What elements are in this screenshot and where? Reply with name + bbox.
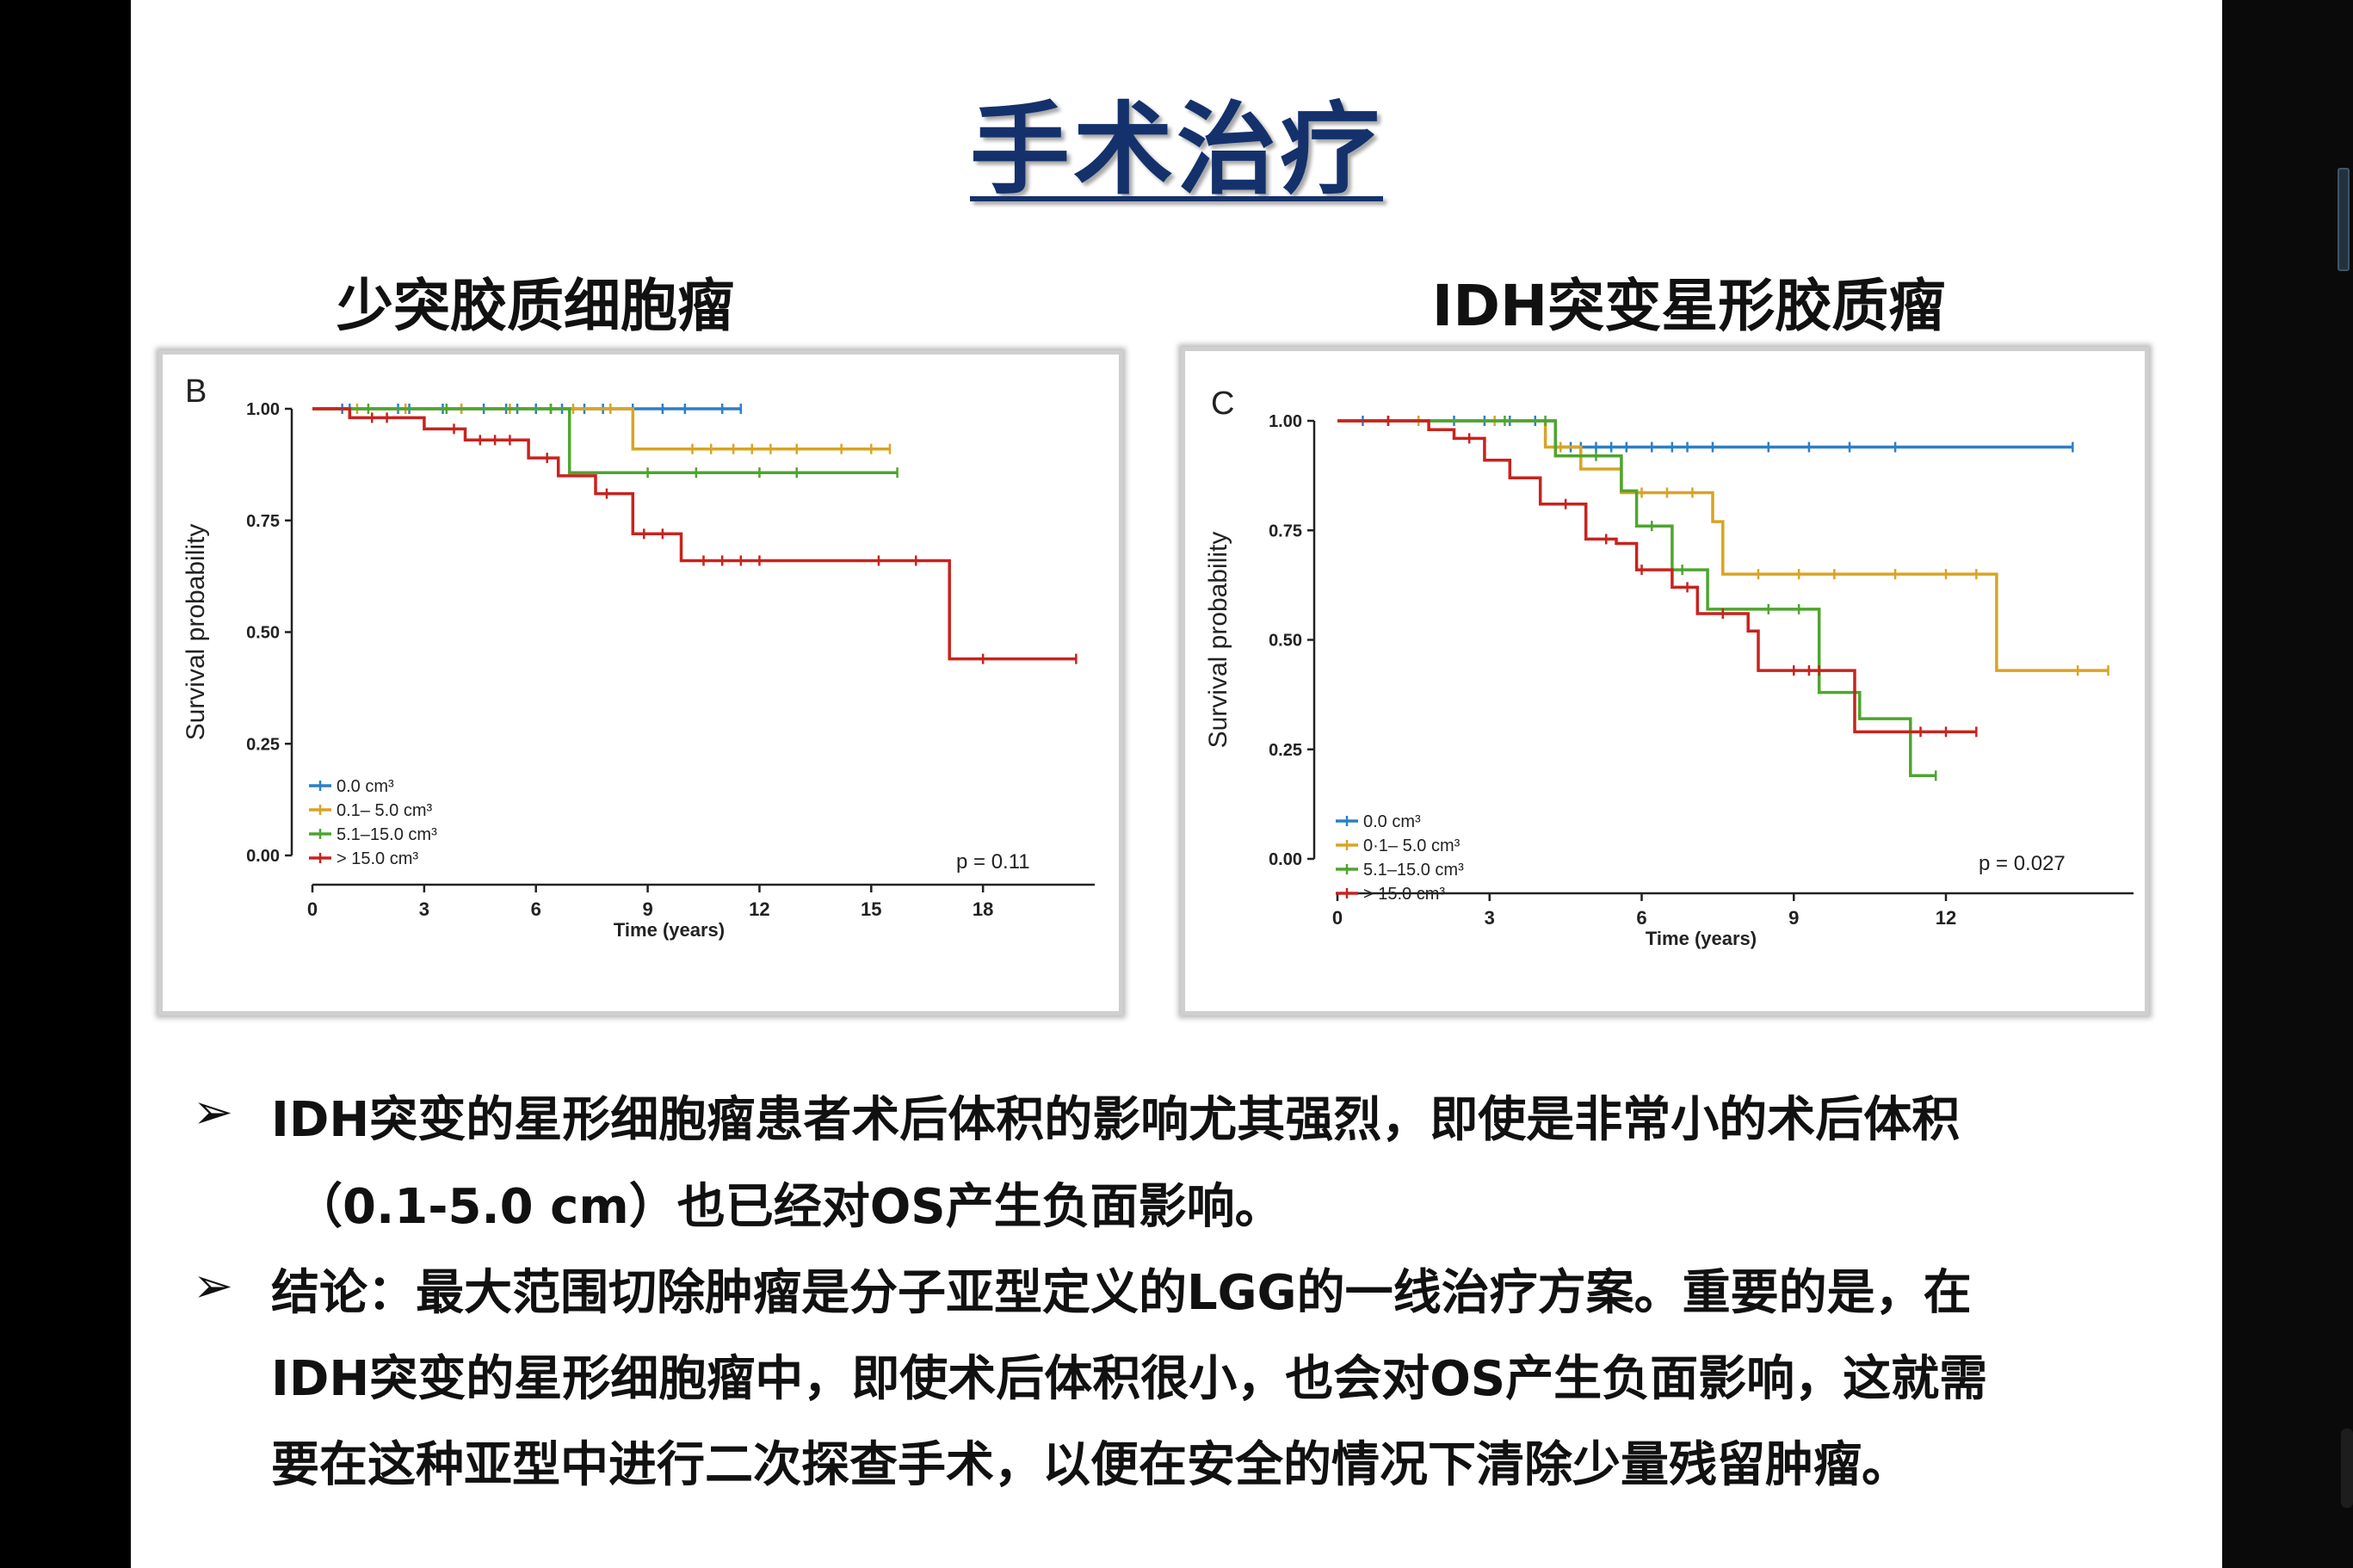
series-3 (1337, 416, 1978, 738)
x-tick-label: 18 (973, 898, 993, 920)
bullet-1-line-2: （0.1-5.0 cm）也已经对OS产生负面影响。 (294, 1179, 1283, 1235)
panel-label: C (1211, 386, 1234, 422)
x-tick-label: 6 (1636, 907, 1646, 929)
y-tick-label: 0.75 (1269, 522, 1302, 540)
right-chart-subtitle: IDH突变星形胶质瘤 (1431, 273, 1946, 339)
series-2 (312, 404, 899, 478)
y-tick-label: 0.00 (1269, 850, 1302, 869)
y-tick-label: 0.00 (246, 847, 280, 866)
scroll-indicator[interactable] (2338, 168, 2350, 271)
legend-label: > 15.0 cm³ (1363, 885, 1445, 904)
scroll-handle[interactable] (2341, 1429, 2353, 1508)
bullet-1-line-1: IDH突变的星形细胞瘤患者术后体积的影响尤其强烈，即使是非常小的术后体积 (271, 1092, 1961, 1148)
survival-curve (312, 407, 1077, 661)
legend-label: 5.1–15.0 cm³ (337, 825, 437, 844)
survival-curve (312, 407, 890, 451)
x-tick-label: 3 (1485, 907, 1495, 929)
survival-curve (1337, 419, 1977, 734)
bullet-2-line-2: IDH突变的星形细胞瘤中，即使术后体积很小，也会对OS产生负面影响，这就需 (271, 1351, 1988, 1407)
survival-curve (1337, 419, 1936, 778)
series-2 (1337, 416, 1937, 781)
survival-curve (1337, 419, 2109, 672)
p-value: p = 0.11 (956, 850, 1030, 874)
survival-curve (1337, 419, 2073, 449)
window-right-edge (2222, 0, 2353, 1568)
legend-label: > 15.0 cm³ (337, 849, 418, 868)
x-axis-title: Time (years) (614, 919, 725, 941)
chart-frame-oligodendroglioma: B 0.00 0.25 0.50 0.75 1.00 0 3 6 9 12 15 18 Time (yea… (158, 350, 1123, 1015)
y-axis-title: Survival probability (1204, 532, 1232, 749)
y-tick-label: 0.25 (246, 735, 280, 754)
legend-label: 0.0 cm³ (1363, 812, 1421, 831)
left-chart-subtitle: 少突胶质细胞瘤 (337, 273, 734, 339)
x-tick-label: 12 (1936, 907, 1956, 929)
km-chart-oligodendroglioma: B 0.00 0.25 0.50 0.75 1.00 0 3 6 9 12 15 18 Time (yea… (182, 373, 1095, 941)
series-3 (312, 407, 1078, 664)
slide: 手术治疗 少突胶质细胞瘤 IDH突变星形胶质瘤 B 0.00 0.25 0.50 0.7… (131, 0, 2222, 1568)
x-axis-title: Time (years) (1646, 928, 1757, 949)
x-tick-label: 6 (531, 898, 541, 920)
x-tick-label: 12 (749, 898, 769, 920)
survival-curve (312, 407, 898, 474)
series-1 (1337, 416, 2109, 676)
bullet-arrow: ➢ (193, 1258, 233, 1314)
slide-title: 手术治疗 (970, 92, 1383, 208)
y-tick-label: 1.00 (1269, 412, 1302, 431)
km-chart-astrocytoma: C 0.00 0.25 0.50 0.75 1.00 0 3 6 9 12 Time (years) S… (1204, 386, 2134, 949)
chart-frame-astrocytoma: C 0.00 0.25 0.50 0.75 1.00 0 3 6 9 12 Time (years) S… (1181, 347, 2149, 1015)
p-value: p = 0.027 (1979, 852, 2066, 875)
y-tick-label: 1.00 (246, 400, 280, 419)
y-tick-label: 0.25 (1269, 741, 1302, 760)
x-tick-label: 15 (861, 898, 881, 920)
legend-label: 0·1– 5.0 cm³ (1363, 836, 1461, 855)
bullet-arrow: ➢ (193, 1084, 233, 1140)
x-tick-label: 3 (419, 898, 429, 920)
legend-label: 0.1– 5.0 cm³ (337, 801, 433, 820)
y-axis-title: Survival probability (182, 524, 210, 741)
y-tick-label: 0.75 (246, 512, 280, 531)
legend-label: 5.1–15.0 cm³ (1363, 861, 1464, 880)
x-tick-label: 9 (1788, 907, 1799, 929)
x-tick-label: 0 (307, 898, 318, 920)
x-tick-label: 0 (1332, 907, 1343, 929)
y-tick-label: 0.50 (1269, 632, 1302, 651)
y-tick-label: 0.50 (246, 624, 280, 643)
bullet-2-line-1: 结论：最大范围切除肿瘤是分子亚型定义的LGG的一线治疗方案。重要的是，在 (271, 1265, 1972, 1321)
legend-label: 0.0 cm³ (337, 777, 394, 796)
bullet-2-line-3: 要在这种亚型中进行二次探查手术，以便在安全的情况下清除少量残留肿瘤。 (271, 1437, 1910, 1493)
x-tick-label: 9 (642, 898, 652, 920)
panel-label: B (185, 373, 207, 410)
